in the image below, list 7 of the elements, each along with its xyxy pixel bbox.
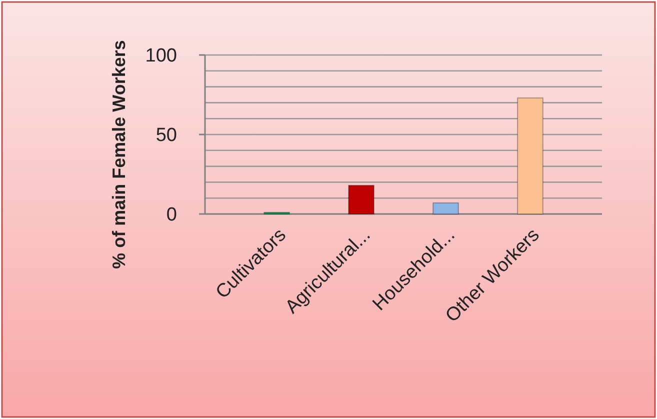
bar (348, 184, 374, 214)
y-axis-title: % of main Female Workers (109, 40, 129, 269)
y-tick-label: 50 (156, 125, 177, 146)
bar (432, 202, 459, 214)
bar (517, 97, 544, 214)
y-tick-label: 0 (166, 204, 177, 226)
y-tick-label: 100 (145, 46, 177, 67)
